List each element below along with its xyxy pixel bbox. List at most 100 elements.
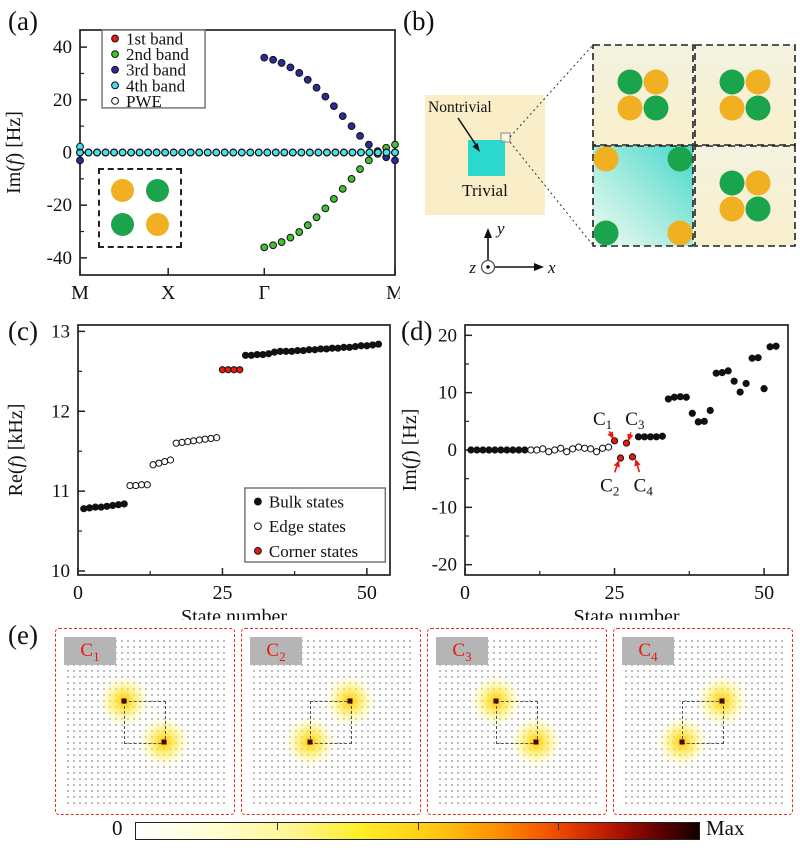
data-point bbox=[382, 148, 391, 157]
trivial-label: Trivial bbox=[462, 181, 508, 200]
green-cylinder-icon bbox=[146, 179, 169, 202]
nontrivial-region-outline bbox=[682, 701, 725, 744]
legend-marker bbox=[254, 497, 262, 506]
data-point bbox=[587, 445, 595, 453]
data-point bbox=[391, 156, 399, 165]
nontrivial-arrowhead bbox=[472, 143, 480, 152]
data-point bbox=[101, 148, 110, 157]
green-cylinder-icon bbox=[719, 170, 745, 196]
annotation-label: C1 bbox=[593, 409, 612, 432]
data-point bbox=[772, 342, 780, 350]
annotation-label: C2 bbox=[600, 476, 619, 499]
data-point bbox=[91, 503, 99, 511]
annotation-arrow bbox=[636, 464, 641, 473]
data-point bbox=[628, 453, 637, 461]
data-point bbox=[539, 445, 547, 453]
data-point bbox=[169, 148, 178, 157]
legend-label: 2nd band bbox=[126, 45, 189, 64]
data-point bbox=[331, 148, 340, 157]
data-point bbox=[127, 148, 135, 157]
data-point bbox=[321, 92, 330, 101]
data-point bbox=[321, 204, 330, 213]
data-point bbox=[503, 446, 511, 454]
legend-marker bbox=[111, 65, 119, 74]
data-point bbox=[754, 354, 762, 362]
trivial-unit-cell bbox=[694, 44, 796, 146]
data-point bbox=[277, 238, 286, 246]
corner-state-tag-text: C bbox=[80, 640, 94, 661]
y-tick-label: 40 bbox=[53, 37, 72, 58]
panel-a-letter: (a) bbox=[8, 6, 38, 36]
data-point bbox=[646, 433, 655, 441]
data-point bbox=[670, 393, 678, 401]
corner-state-tag-subscript: 2 bbox=[279, 648, 286, 664]
tspan: 4 bbox=[646, 484, 653, 499]
nontrivial-region-outline bbox=[124, 701, 167, 744]
data-point bbox=[357, 342, 365, 350]
corner-state-tag-text: C bbox=[266, 640, 280, 661]
data-point bbox=[195, 148, 204, 157]
x-axis-arrowhead bbox=[534, 263, 544, 271]
field-hotspot-tr bbox=[719, 698, 725, 704]
data-point bbox=[260, 53, 269, 62]
data-point bbox=[610, 437, 619, 445]
panel-d-letter: (d) bbox=[401, 316, 433, 346]
data-point bbox=[295, 228, 304, 236]
data-point bbox=[297, 148, 306, 157]
orange-cylinder-icon bbox=[617, 95, 643, 121]
data-point bbox=[253, 350, 261, 359]
y-tick-label: 13 bbox=[51, 321, 70, 342]
y-axis-label: y bbox=[495, 219, 505, 238]
data-point bbox=[144, 148, 153, 157]
y-tick-label: 10 bbox=[438, 383, 457, 404]
data-point bbox=[748, 354, 756, 362]
data-point bbox=[391, 140, 399, 149]
data-point bbox=[286, 63, 295, 72]
legend-marker bbox=[111, 81, 119, 90]
corner-state-tag: C4 bbox=[622, 637, 674, 665]
data-point bbox=[592, 448, 601, 456]
x-tick-label: X bbox=[161, 282, 176, 304]
data-point bbox=[363, 342, 371, 350]
orange-cylinder-icon bbox=[719, 95, 745, 121]
green-cylinder-icon bbox=[617, 69, 643, 95]
data-point bbox=[347, 174, 356, 183]
panel-b-letter: (b) bbox=[403, 6, 435, 36]
data-point bbox=[485, 446, 493, 454]
y-axis-title: Im(f) [Hz] bbox=[3, 111, 25, 194]
data-point bbox=[700, 417, 708, 425]
data-point bbox=[467, 446, 475, 454]
corner-state-tag-subscript: 1 bbox=[93, 648, 100, 664]
corner-mode-panel-C4: C4 bbox=[613, 628, 793, 815]
field-hotspot-tl bbox=[493, 698, 499, 704]
nontrivial-label: Nontrivial bbox=[428, 99, 492, 116]
data-point bbox=[742, 379, 750, 388]
data-point bbox=[347, 122, 356, 131]
data-point bbox=[305, 148, 314, 157]
data-point bbox=[76, 156, 84, 165]
y-tick-label: 0 bbox=[448, 440, 458, 461]
data-point bbox=[658, 432, 666, 440]
data-point bbox=[364, 140, 373, 149]
data-point bbox=[259, 350, 267, 359]
legend-box bbox=[244, 487, 387, 563]
field-hotspot-bl bbox=[679, 739, 685, 745]
data-point bbox=[76, 148, 84, 157]
y-tick-label: -20 bbox=[47, 195, 72, 216]
data-point bbox=[110, 148, 118, 157]
data-point bbox=[247, 351, 255, 359]
zoom-connector-bottom bbox=[509, 141, 593, 245]
legend-label: Bulk states bbox=[269, 493, 344, 512]
tspan: Im( bbox=[3, 165, 25, 194]
data-point bbox=[114, 501, 123, 509]
y-tick-label: 0 bbox=[63, 143, 73, 164]
data-point bbox=[311, 346, 319, 354]
data-point bbox=[178, 148, 187, 157]
data-point bbox=[766, 343, 774, 351]
tspan: f bbox=[3, 157, 25, 165]
annotation-label: C4 bbox=[634, 476, 654, 499]
field-hotspot-tl bbox=[121, 698, 127, 704]
data-point bbox=[479, 446, 487, 454]
panel-c-letter: (c) bbox=[8, 316, 38, 346]
data-point bbox=[254, 148, 263, 157]
